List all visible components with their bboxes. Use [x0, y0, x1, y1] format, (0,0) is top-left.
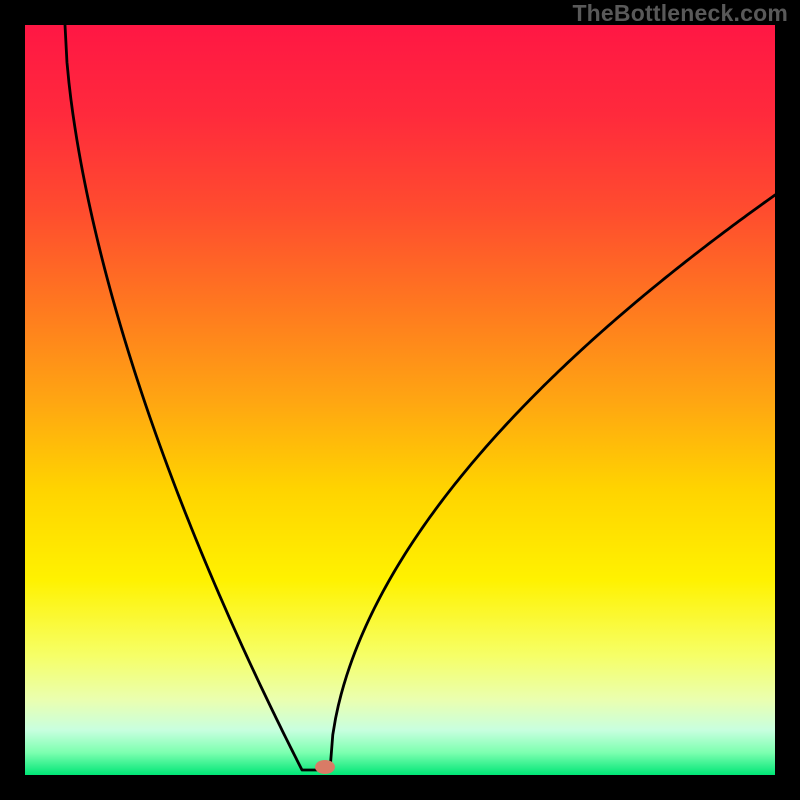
- figure-container: TheBottleneck.com: [0, 0, 800, 800]
- optimal-point-marker: [315, 760, 335, 774]
- plot-area: [25, 25, 775, 775]
- watermark-text: TheBottleneck.com: [572, 0, 788, 27]
- gradient-background: [25, 25, 775, 775]
- chart-svg: [25, 25, 775, 775]
